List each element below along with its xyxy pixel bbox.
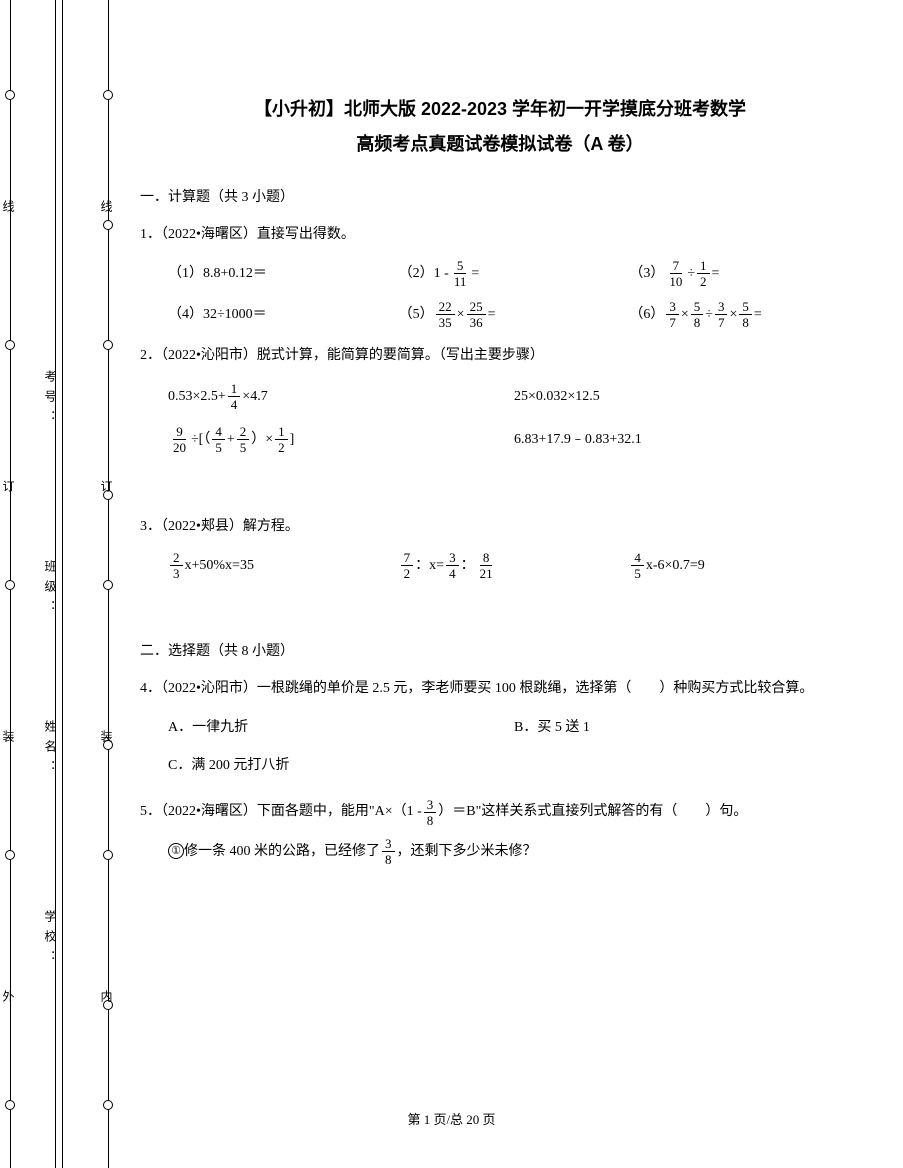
fraction: 45: [631, 551, 644, 580]
binding-mark: 外: [0, 990, 17, 1010]
option-a: A．一律九折: [168, 715, 514, 740]
q1-item-2: （2）1 - 511 =: [399, 259, 630, 288]
section-1-heading: 一．计算题（共 3 小题）: [140, 186, 860, 206]
binding-margin: 线 订 装 外 线 订 装 内 考号： 班级： 姓名： 学校：: [0, 0, 130, 1168]
question-5: 5．（2022•海曙区）下面各题中，能用"A×（1 - 38 ）＝B"这样关系式…: [140, 798, 860, 866]
fraction: 2235: [436, 300, 455, 329]
fraction: 821: [477, 551, 496, 580]
fraction: 2536: [467, 300, 486, 329]
fraction: 72: [401, 551, 414, 580]
binding-mark: 订: [0, 480, 17, 500]
binding-mark: 装: [98, 730, 115, 750]
fraction: 12: [697, 259, 710, 288]
punch-hole-icon: [5, 850, 15, 860]
exam-title-line1: 【小升初】北师大版 2022-2023 学年初一开学摸底分班考数学: [140, 90, 860, 130]
question-stem: 4．（2022•沁阳市）一根跳绳的单价是 2.5 元，李老师要买 100 根跳绳…: [140, 676, 860, 701]
q1-item-3: （3） 710 ÷ 12 =: [629, 259, 860, 288]
page-footer: 第 1 页/总 20 页: [0, 1109, 903, 1128]
punch-hole-icon: [5, 90, 15, 100]
field-label-class: 班级：: [42, 560, 59, 620]
punch-hole-icon: [103, 220, 113, 230]
fraction: 58: [739, 300, 752, 329]
fraction: 14: [228, 382, 241, 411]
fraction: 38: [424, 798, 437, 827]
q2-item-4: 6.83+17.9﹣0.83+32.1: [514, 425, 860, 454]
fraction: 511: [451, 259, 470, 288]
fraction: 23: [170, 551, 183, 580]
question-stem: 5．（2022•海曙区）下面各题中，能用"A×（1 - 38 ）＝B"这样关系式…: [140, 798, 747, 827]
question-4: 4．（2022•沁阳市）一根跳绳的单价是 2.5 元，李老师要买 100 根跳绳…: [140, 676, 860, 784]
circled-number-icon: ①: [168, 843, 184, 859]
q3-item-2: 72 ：x= 34 ： 821: [399, 551, 630, 580]
binding-line: [62, 0, 63, 1168]
section-2-heading: 二．选择题（共 8 小题）: [140, 640, 860, 660]
field-label-school: 学校：: [42, 910, 59, 970]
question-2: 2．（2022•沁阳市）脱式计算，能简算的要简算。（写出主要步骤） 0.53×2…: [140, 343, 860, 454]
punch-hole-icon: [103, 850, 113, 860]
q1-item-1: （1）8.8+0.12＝: [168, 259, 399, 288]
exam-title-line2: 高频考点真题试卷模拟试卷（A 卷）: [140, 130, 860, 156]
binding-mark: 订: [98, 480, 115, 500]
punch-hole-icon: [103, 580, 113, 590]
punch-hole-icon: [103, 340, 113, 350]
fraction: 12: [275, 425, 288, 454]
q1-item-4: （4）32÷1000＝: [168, 300, 399, 329]
binding-mark: 线: [98, 200, 115, 220]
question-1: 1．（2022•海曙区）直接写出得数。 （1）8.8+0.12＝ （2）1 - …: [140, 222, 860, 329]
fraction: 25: [237, 425, 250, 454]
fraction: 37: [666, 300, 679, 329]
q3-item-1: 23 x+50%x=35: [168, 551, 399, 580]
fraction: 58: [691, 300, 704, 329]
field-label-name: 姓名：: [42, 720, 59, 780]
q1-item-5: （5） 2235 × 2536 =: [399, 300, 630, 329]
binding-mark: 装: [0, 730, 17, 750]
fraction: 37: [715, 300, 728, 329]
fraction: 38: [382, 837, 395, 866]
punch-hole-icon: [103, 90, 113, 100]
q1-item-6: （6） 37 × 58 ÷ 37 × 58 =: [629, 300, 860, 329]
question-stem: 1．（2022•海曙区）直接写出得数。: [140, 222, 860, 247]
q3-item-3: 45 x-6×0.7=9: [629, 551, 860, 580]
question-stem: 2．（2022•沁阳市）脱式计算，能简算的要简算。（写出主要步骤）: [140, 343, 860, 368]
question-3: 3．（2022•郏县）解方程。 23 x+50%x=35 72 ：x= 34 ：…: [140, 514, 860, 580]
q2-item-3: 920 ÷[（ 45 + 25 ）× 12 ]: [168, 425, 514, 454]
option-b: B．买 5 送 1: [514, 715, 860, 740]
binding-mark: 内: [98, 990, 115, 1010]
question-stem: 3．（2022•郏县）解方程。: [140, 514, 860, 539]
field-label-exam-id: 考号：: [42, 370, 59, 430]
page-content: 【小升初】北师大版 2022-2023 学年初一开学摸底分班考数学 高频考点真题…: [140, 90, 860, 880]
q5-sub-1: ① 修一条 400 米的公路，已经修了 38 ，还剩下多少米未修？: [140, 837, 537, 866]
option-c: C．满 200 元打八折: [168, 753, 514, 778]
binding-mark: 线: [0, 200, 17, 220]
fraction: 710: [666, 259, 685, 288]
q2-item-1: 0.53×2.5+ 14 ×4.7: [168, 382, 514, 411]
punch-hole-icon: [5, 340, 15, 350]
fraction: 45: [212, 425, 225, 454]
fraction: 920: [170, 425, 189, 454]
punch-hole-icon: [5, 580, 15, 590]
q2-item-2: 25×0.032×12.5: [514, 382, 860, 411]
fraction: 34: [446, 551, 459, 580]
